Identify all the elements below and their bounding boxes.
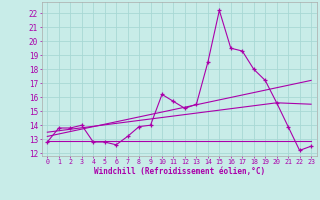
X-axis label: Windchill (Refroidissement éolien,°C): Windchill (Refroidissement éolien,°C) bbox=[94, 167, 265, 176]
